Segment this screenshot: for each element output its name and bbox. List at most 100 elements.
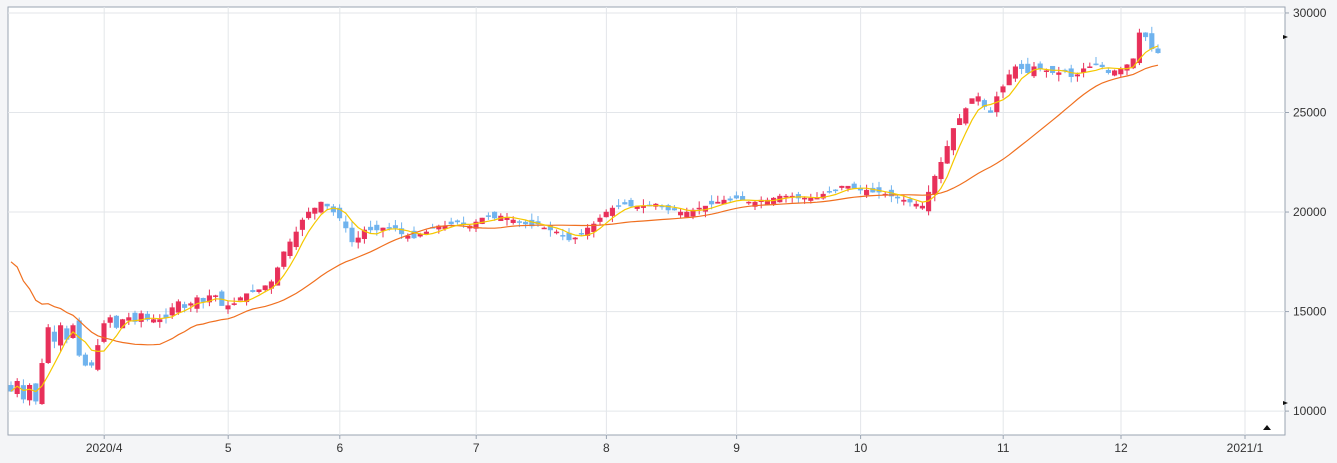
candle-body: [200, 297, 206, 302]
candle-body: [299, 219, 305, 230]
candle-body: [1056, 72, 1062, 75]
candle-body: [33, 383, 39, 402]
candle-body: [764, 199, 770, 205]
candle-body: [932, 175, 938, 195]
candle-body: [448, 221, 454, 225]
candle-body: [324, 203, 330, 207]
y-tick-label: 25000: [1293, 106, 1327, 120]
candle-body: [485, 215, 491, 217]
candle-body: [839, 185, 845, 188]
x-tick-label: 6: [336, 441, 343, 455]
candle-body: [454, 220, 460, 223]
candle-body: [281, 251, 287, 267]
candle-body: [82, 354, 88, 366]
candle-body: [361, 229, 367, 240]
candle-body: [826, 191, 832, 193]
candle-body: [802, 197, 808, 200]
candle-body: [213, 295, 219, 297]
candle-body: [250, 290, 256, 292]
y-tick-label: 10000: [1293, 404, 1327, 418]
candle-body: [938, 162, 944, 180]
candle-body: [981, 100, 987, 107]
candle-body: [132, 312, 138, 322]
last-price-marker-icon: [1283, 35, 1288, 39]
candle-body: [1012, 66, 1018, 79]
candle-body: [479, 217, 485, 224]
candle-body: [1037, 63, 1043, 69]
candle-body: [944, 146, 950, 164]
candle-body: [386, 227, 392, 229]
candle-body: [510, 219, 516, 223]
x-tick-label: 12: [1114, 441, 1128, 455]
candle-body: [795, 194, 801, 199]
candle-body: [969, 98, 975, 104]
candle-body: [1136, 32, 1142, 64]
candle-body: [182, 304, 188, 308]
candle-body: [231, 303, 237, 305]
candle-body: [1006, 74, 1012, 86]
candle-body: [343, 221, 349, 229]
x-axis: 2020/4 5 6 7 8 9 10 11 12 2021/1: [86, 435, 1264, 455]
candle-body: [1118, 68, 1124, 75]
candle-body: [293, 231, 299, 248]
candle-body: [901, 199, 907, 202]
candle-body: [833, 189, 839, 192]
candle-body: [591, 223, 597, 232]
candle-body: [330, 206, 336, 213]
candle-body: [919, 205, 925, 209]
candle-body: [225, 305, 231, 310]
candle-body: [374, 224, 380, 231]
candle-body: [988, 110, 994, 113]
candle-body: [399, 228, 405, 235]
candle-body: [349, 227, 355, 243]
candle-body: [678, 211, 684, 216]
x-tick-label: 9: [733, 441, 740, 455]
candle-body: [913, 203, 919, 207]
candle-body: [572, 237, 578, 240]
candle-body: [188, 303, 194, 306]
x-tick-label: 2021/1: [1227, 441, 1264, 455]
candle-body: [752, 201, 758, 207]
x-tick-label: 7: [473, 441, 480, 455]
candle-body: [895, 196, 901, 199]
candle-body: [262, 285, 268, 291]
grid-lines: [8, 7, 1285, 435]
candle-body: [169, 307, 175, 316]
candle-body: [27, 384, 33, 401]
x-tick-label: 10: [854, 441, 868, 455]
y-tick-label: 20000: [1293, 205, 1327, 219]
candle-body: [392, 225, 398, 229]
candle-body: [950, 128, 956, 151]
candle-body: [504, 217, 510, 220]
candle-body: [1025, 63, 1031, 73]
candle-body: [1099, 64, 1105, 67]
candle-body: [975, 96, 981, 102]
candle-body: [696, 207, 702, 210]
candle-body: [864, 189, 870, 196]
candle-body: [1105, 69, 1111, 73]
candle-body: [287, 241, 293, 256]
x-tick-label: 2020/4: [86, 441, 123, 455]
candle-body: [783, 195, 789, 198]
candle-body: [609, 207, 615, 216]
candle-body: [337, 207, 343, 219]
scroll-end-marker-icon: [1263, 425, 1271, 430]
candle-body: [120, 319, 126, 329]
candle-body: [516, 221, 522, 223]
y-axis: 30000 25000 20000 15000 10000: [1285, 6, 1327, 418]
moving-average-short: [10, 45, 1159, 393]
candle-body: [157, 319, 163, 323]
candle-body: [1124, 64, 1130, 71]
candle-body: [690, 209, 696, 217]
candle-body: [51, 331, 57, 342]
candle-body: [628, 199, 634, 207]
candle-body: [957, 118, 963, 126]
candle-body: [244, 293, 250, 303]
candle-body: [368, 226, 374, 231]
candle-body: [715, 201, 721, 204]
candle-body: [671, 208, 677, 211]
candle-body: [1155, 48, 1161, 54]
candle-body: [306, 211, 312, 219]
candle-body: [560, 235, 566, 237]
